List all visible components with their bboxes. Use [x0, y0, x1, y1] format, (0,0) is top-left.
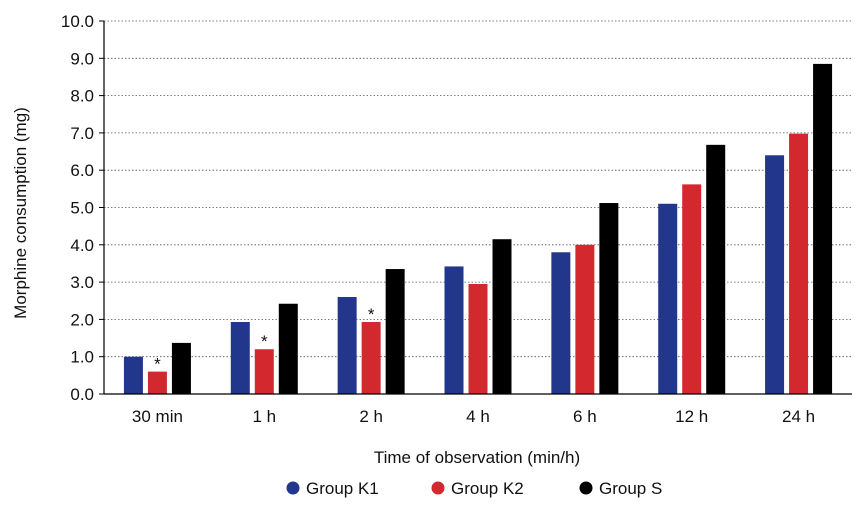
- legend-label: Group S: [599, 479, 662, 498]
- significance-star: *: [154, 355, 161, 374]
- x-axis-title: Time of observation (min/h): [374, 448, 580, 467]
- bar-group-s: [813, 63, 833, 395]
- axes: [99, 20, 852, 395]
- bar-group-k2: [254, 349, 274, 394]
- y-tick-label: 6.0: [70, 161, 94, 180]
- y-tick-label: 3.0: [70, 273, 94, 292]
- bar-group-s: [385, 269, 405, 394]
- x-tick-labels: 30 min 1 h 2 h 4 h 6 h 12 h 24 h: [132, 407, 815, 426]
- bar-group-k2: [361, 322, 381, 394]
- x-tick-label: 24 h: [782, 407, 815, 426]
- y-tick-label: 9.0: [70, 49, 94, 68]
- legend-marker: [286, 481, 300, 495]
- y-tick-label: 2.0: [70, 310, 94, 329]
- significance-star: *: [368, 305, 375, 324]
- bar-group-k2: [789, 133, 809, 394]
- legend-marker: [431, 481, 445, 495]
- bar-group-s: [171, 342, 191, 394]
- bar-group-s: [492, 239, 512, 394]
- y-tick-label: 8.0: [70, 87, 94, 106]
- bar-group-s: [599, 203, 619, 394]
- x-tick-label: 1 h: [252, 407, 276, 426]
- bar-group-k1: [444, 266, 464, 394]
- y-tick-label: 0.0: [70, 385, 94, 404]
- bar-group-k1: [230, 322, 250, 394]
- y-tick-label: 1.0: [70, 348, 94, 367]
- bar-group-s: [706, 144, 726, 394]
- y-tick-label: 4.0: [70, 236, 94, 255]
- bar-group-k2: [575, 244, 595, 394]
- legend-label: Group K1: [306, 479, 379, 498]
- bar-group-k2: [468, 283, 488, 394]
- bar-group-k1: [658, 203, 678, 394]
- legend-label: Group K2: [451, 479, 524, 498]
- bars: [123, 63, 833, 395]
- y-tick-label: 10.0: [61, 12, 94, 31]
- gridlines: [104, 20, 852, 358]
- y-tick-label: 5.0: [70, 199, 94, 218]
- bar-group-k2: [682, 184, 702, 394]
- bar-group-k1: [337, 297, 357, 394]
- bar-group-k2: [147, 371, 167, 394]
- legend-marker: [579, 481, 593, 495]
- x-tick-label: 30 min: [132, 407, 183, 426]
- legend: Group K1 Group K2 Group S: [286, 479, 662, 498]
- x-tick-label: 4 h: [466, 407, 490, 426]
- y-tick-labels: 0.0 1.0 2.0 3.0 4.0 5.0 6.0 7.0 8.0 9.0 10.0: [61, 12, 94, 404]
- bar-group-k1: [765, 155, 785, 394]
- bar-group-k1: [551, 252, 571, 394]
- x-tick-label: 6 h: [573, 407, 597, 426]
- x-tick-label: 2 h: [359, 407, 383, 426]
- y-axis-title: Morphine consumption (mg): [11, 107, 30, 319]
- y-tick-label: 7.0: [70, 124, 94, 143]
- x-tick-label: 12 h: [675, 407, 708, 426]
- bar-group-s: [278, 303, 298, 394]
- significance-markers: * * *: [154, 305, 375, 374]
- significance-star: *: [261, 332, 268, 351]
- bar-group-k1: [123, 356, 143, 394]
